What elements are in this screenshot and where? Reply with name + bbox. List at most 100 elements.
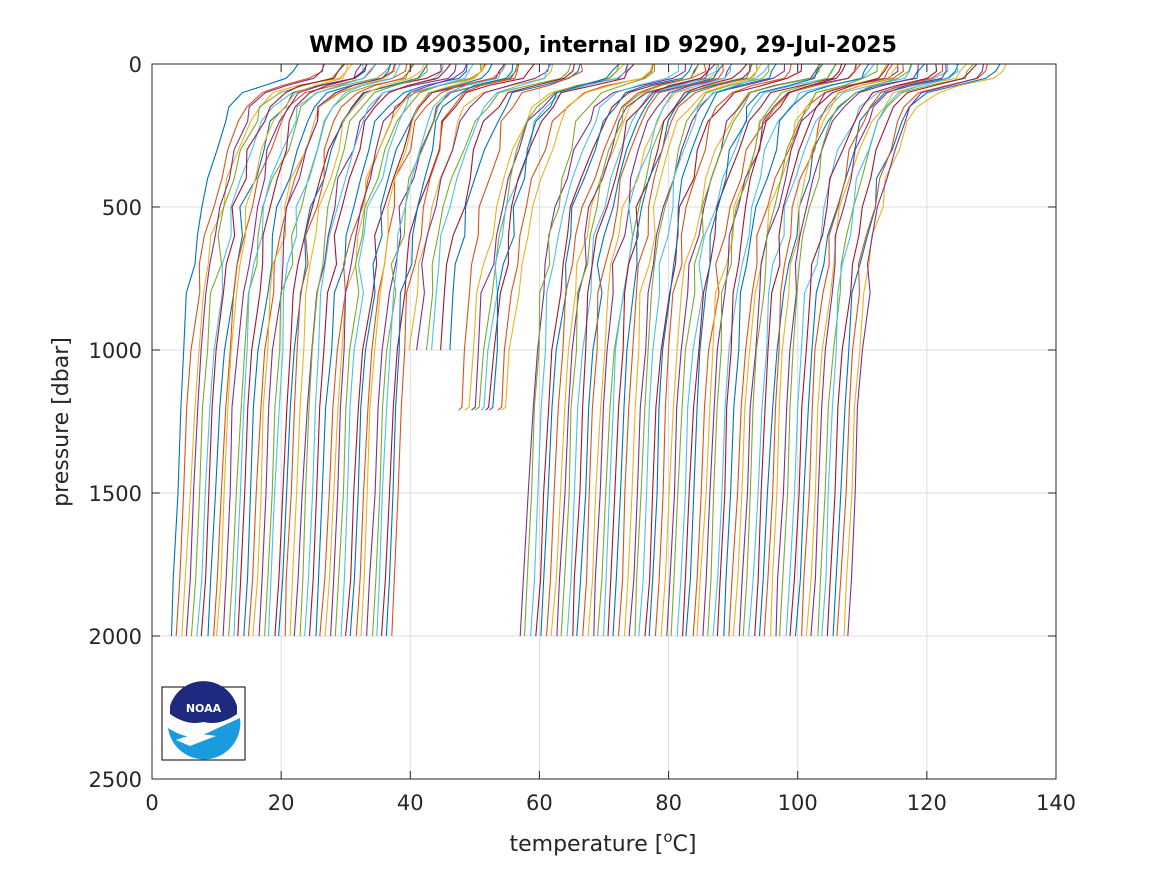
profile-line	[723, 64, 870, 637]
profile-line	[371, 64, 518, 637]
chart-title: WMO ID 4903500, internal ID 9290, 29-Jul…	[309, 33, 897, 58]
profile-line	[391, 64, 520, 637]
profile-line	[267, 64, 401, 637]
logo-text: NOAA	[186, 702, 222, 715]
profile-line	[258, 64, 396, 637]
profile-line	[501, 64, 653, 411]
x-axis-label-main: temperature [	[509, 832, 663, 857]
profile-line	[775, 64, 919, 637]
profile-line	[821, 64, 959, 637]
profile-line	[480, 64, 629, 411]
y-tick-label: 1000	[89, 339, 142, 363]
profile-line	[826, 64, 978, 637]
logo-upper-blue	[170, 681, 237, 723]
profile-line	[644, 64, 803, 637]
profile-line	[237, 64, 368, 637]
profile-line	[560, 64, 700, 637]
x-tick-label: 0	[145, 791, 158, 815]
profile-line	[252, 64, 397, 637]
profile-line	[416, 64, 550, 351]
profile-line	[278, 64, 428, 637]
profile-line	[524, 64, 656, 637]
profile-line	[170, 64, 299, 637]
profile-line	[289, 64, 425, 637]
x-tick-label: 100	[778, 791, 818, 815]
axes-box	[151, 63, 1057, 780]
profile-line	[216, 64, 353, 637]
profile-line	[638, 64, 770, 637]
x-tick-label: 40	[397, 791, 424, 815]
profile-line	[716, 64, 847, 637]
y-tick-label: 0	[129, 53, 142, 77]
profile-line	[801, 64, 944, 637]
profile-line	[832, 64, 1001, 637]
profile-line	[431, 64, 553, 351]
profile-line	[572, 64, 711, 637]
profile-line	[742, 64, 878, 637]
plot-area	[152, 64, 1056, 779]
profile-line	[540, 64, 693, 637]
profile-line	[692, 64, 862, 637]
x-axis-label-superscript: o	[663, 828, 672, 846]
profile-line	[308, 64, 452, 637]
profile-line	[817, 64, 975, 637]
profile-line	[758, 64, 925, 637]
profile-series	[170, 64, 1007, 637]
logo-gull	[176, 734, 216, 746]
x-axis-label: temperature [oC]	[509, 828, 696, 857]
profile-line	[628, 64, 786, 637]
profile-line	[810, 64, 947, 637]
y-tick-label: 2500	[89, 768, 142, 792]
profile-line	[648, 64, 777, 637]
profile-line	[330, 64, 468, 637]
profile-line	[617, 64, 753, 637]
profile-line	[685, 64, 824, 637]
x-tick-label: 140	[1036, 791, 1076, 815]
profile-line	[233, 64, 377, 637]
profile-line	[770, 64, 900, 637]
profile-line	[293, 64, 457, 637]
profile-line	[602, 64, 732, 637]
profile-line	[200, 64, 346, 637]
grid-lines	[152, 64, 1056, 779]
profile-line	[222, 64, 362, 637]
y-tick-labels: 0 500 1000 1500 2000 2500	[89, 53, 142, 792]
x-tick-label: 80	[655, 791, 682, 815]
profile-line	[360, 64, 488, 637]
x-tick-label: 20	[268, 791, 295, 815]
profile-line	[566, 64, 718, 637]
profile-line	[670, 64, 820, 637]
profile-line	[707, 64, 837, 637]
profile-line	[458, 64, 583, 411]
x-tick-labels: 0 20 40 60 80 100 120 140	[145, 791, 1076, 815]
profile-line	[576, 64, 724, 637]
x-tick-label: 120	[907, 791, 947, 815]
profile-line	[440, 64, 575, 351]
profile-line	[612, 64, 751, 637]
profile-line	[355, 64, 507, 637]
noaa-logo: NOAA	[161, 681, 246, 761]
profile-line	[264, 64, 415, 637]
profile-line	[284, 64, 413, 637]
y-tick-label: 1500	[89, 482, 142, 506]
profile-line	[654, 64, 792, 637]
profile-line	[519, 64, 686, 637]
profile-line	[754, 64, 890, 637]
profile-line	[185, 64, 326, 637]
x-tick-label: 60	[526, 791, 553, 815]
profile-line	[634, 64, 770, 637]
profile-line	[349, 64, 493, 637]
profile-line	[175, 64, 324, 637]
profile-line	[380, 64, 535, 637]
profile-line	[535, 64, 700, 637]
y-tick-label: 500	[102, 196, 142, 220]
profile-line	[607, 64, 748, 637]
y-axis-label: pressure [dbar]	[49, 337, 74, 507]
profile-line	[425, 64, 572, 351]
profile-line	[376, 64, 507, 637]
profile-line	[623, 64, 762, 637]
profile-line	[789, 64, 938, 637]
profile-line	[530, 64, 680, 637]
profile-line	[213, 64, 377, 637]
